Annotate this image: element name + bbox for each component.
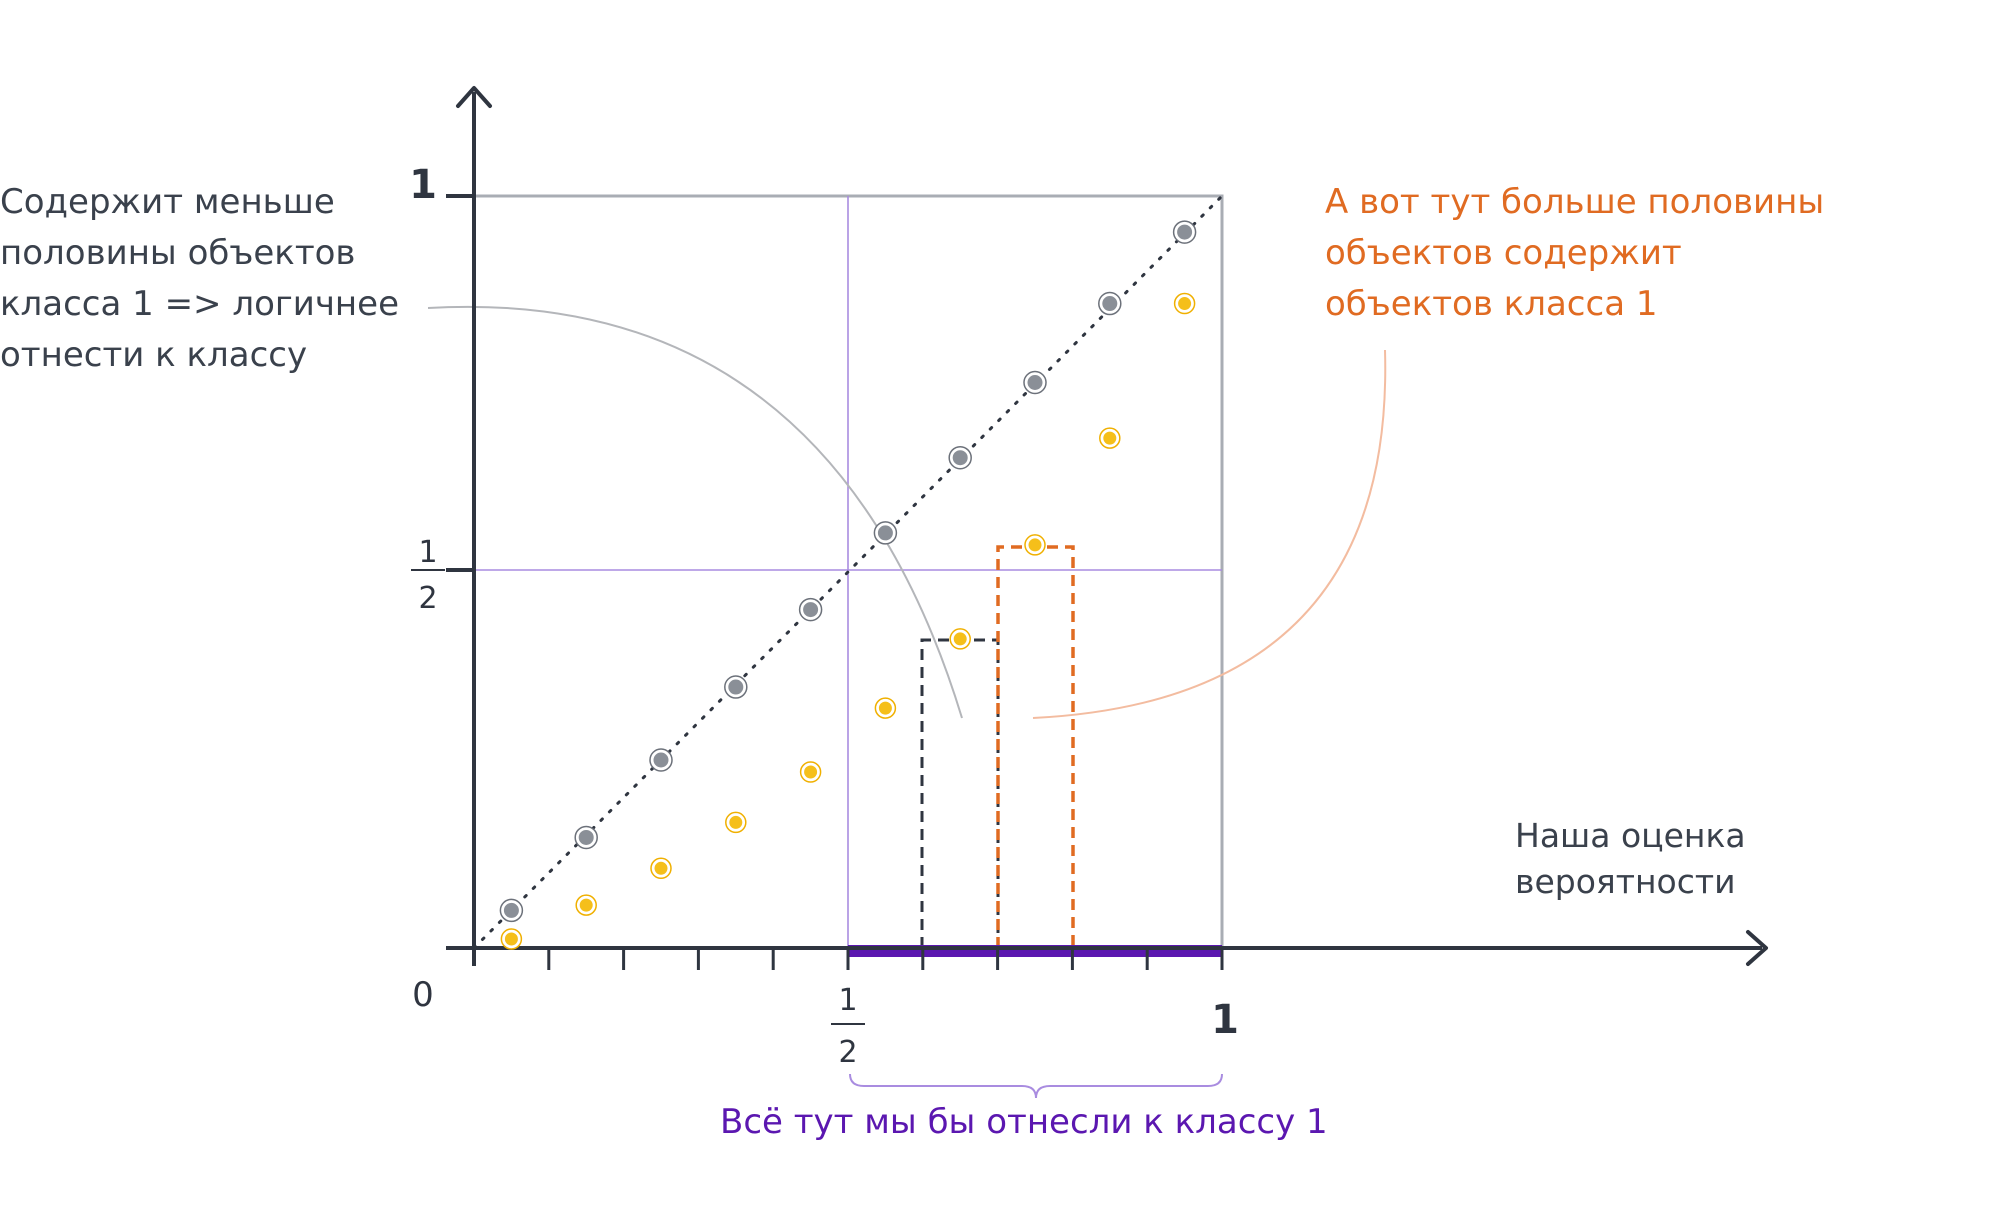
x-axis-title-line: Наша оценка — [1515, 816, 1746, 855]
gray-point — [1024, 371, 1046, 393]
yellow-point — [651, 858, 671, 878]
right-annotation-line: А вот тут больше половины — [1325, 182, 1825, 222]
gray-point — [874, 522, 896, 544]
yellow-point-ring — [949, 628, 971, 650]
yellow-point-ring — [1099, 427, 1121, 449]
yellow-point — [1025, 535, 1045, 555]
yellow-point — [1175, 294, 1195, 314]
points-layer — [499, 220, 1197, 950]
gray-point-ring — [724, 675, 748, 699]
gray-point-ring — [1098, 291, 1122, 316]
gray-point-ring — [649, 748, 673, 772]
right-callout-curve — [1032, 349, 1387, 719]
yellow-point — [726, 812, 746, 832]
left-annotation-line: отнести к классу — [0, 335, 308, 375]
origin-label: 0 — [412, 975, 434, 1015]
y-half-numerator: 1 — [418, 535, 437, 570]
gray-point — [725, 676, 747, 698]
left-annotation-line: половины объектов — [0, 233, 356, 273]
gray-point — [500, 899, 522, 921]
gray-point-ring — [1023, 370, 1047, 395]
x-one-label: 1 — [1211, 997, 1239, 1043]
left-callout-curve — [427, 305, 963, 719]
y-axis-arrow — [456, 86, 492, 108]
x-axis-title-line: вероятности — [1515, 862, 1736, 901]
gray-point-ring — [873, 521, 898, 545]
y-half-denominator: 2 — [418, 581, 437, 616]
yellow-point-ring — [1024, 534, 1046, 556]
x-half-denominator: 2 — [838, 1035, 857, 1070]
left-annotation-line: Содержит меньше — [0, 182, 335, 222]
right-annotation: А вот тут больше половины объектов содер… — [1325, 177, 1885, 330]
x-ticks — [547, 948, 1224, 970]
gray-point-ring — [798, 597, 823, 622]
gray-point-ring — [1172, 220, 1197, 244]
yellow-point-ring — [575, 894, 597, 916]
yellow-point-ring — [799, 761, 822, 783]
gray-point — [949, 447, 971, 469]
y-one-label: 1 — [409, 162, 437, 208]
gray-point-ring — [499, 898, 524, 923]
yellow-point — [801, 762, 821, 782]
yellow-point-ring — [650, 857, 672, 880]
yellow-point — [576, 895, 596, 915]
bottom-annotation: Всё тут мы бы отнесли к классу 1 — [720, 1102, 1328, 1142]
right-annotation-line: объектов класса 1 — [1325, 284, 1658, 324]
yellow-point-ring — [725, 811, 747, 834]
gray-point — [575, 826, 597, 848]
gray-point — [1174, 221, 1196, 243]
gray-point — [800, 599, 822, 621]
yellow-point — [875, 698, 895, 718]
gray-point-ring — [948, 445, 972, 470]
dark-dashed-bin — [920, 638, 1000, 948]
yellow-point — [1100, 428, 1120, 448]
left-annotation-line: класса 1 => логичнее — [0, 284, 400, 324]
highlight-brace — [849, 1073, 1223, 1099]
yellow-point-ring — [874, 697, 897, 719]
orange-dashed-bin — [996, 545, 1075, 948]
x-axis-title: Наша оценка вероятности — [1515, 813, 1815, 905]
left-annotation: Содержит меньше половины объектов класса… — [0, 177, 420, 381]
yellow-point — [950, 629, 970, 649]
right-annotation-line: объектов содержит — [1325, 233, 1682, 273]
diagonal-line — [472, 194, 1224, 950]
x-axis-arrow — [1746, 930, 1768, 966]
gray-point — [650, 749, 672, 771]
gray-point-ring — [574, 825, 598, 850]
yellow-point-ring — [1173, 292, 1196, 315]
gray-point — [1099, 293, 1121, 315]
yellow-point — [501, 929, 521, 949]
x-half-numerator: 1 — [838, 983, 857, 1018]
yellow-point-ring — [500, 928, 523, 950]
